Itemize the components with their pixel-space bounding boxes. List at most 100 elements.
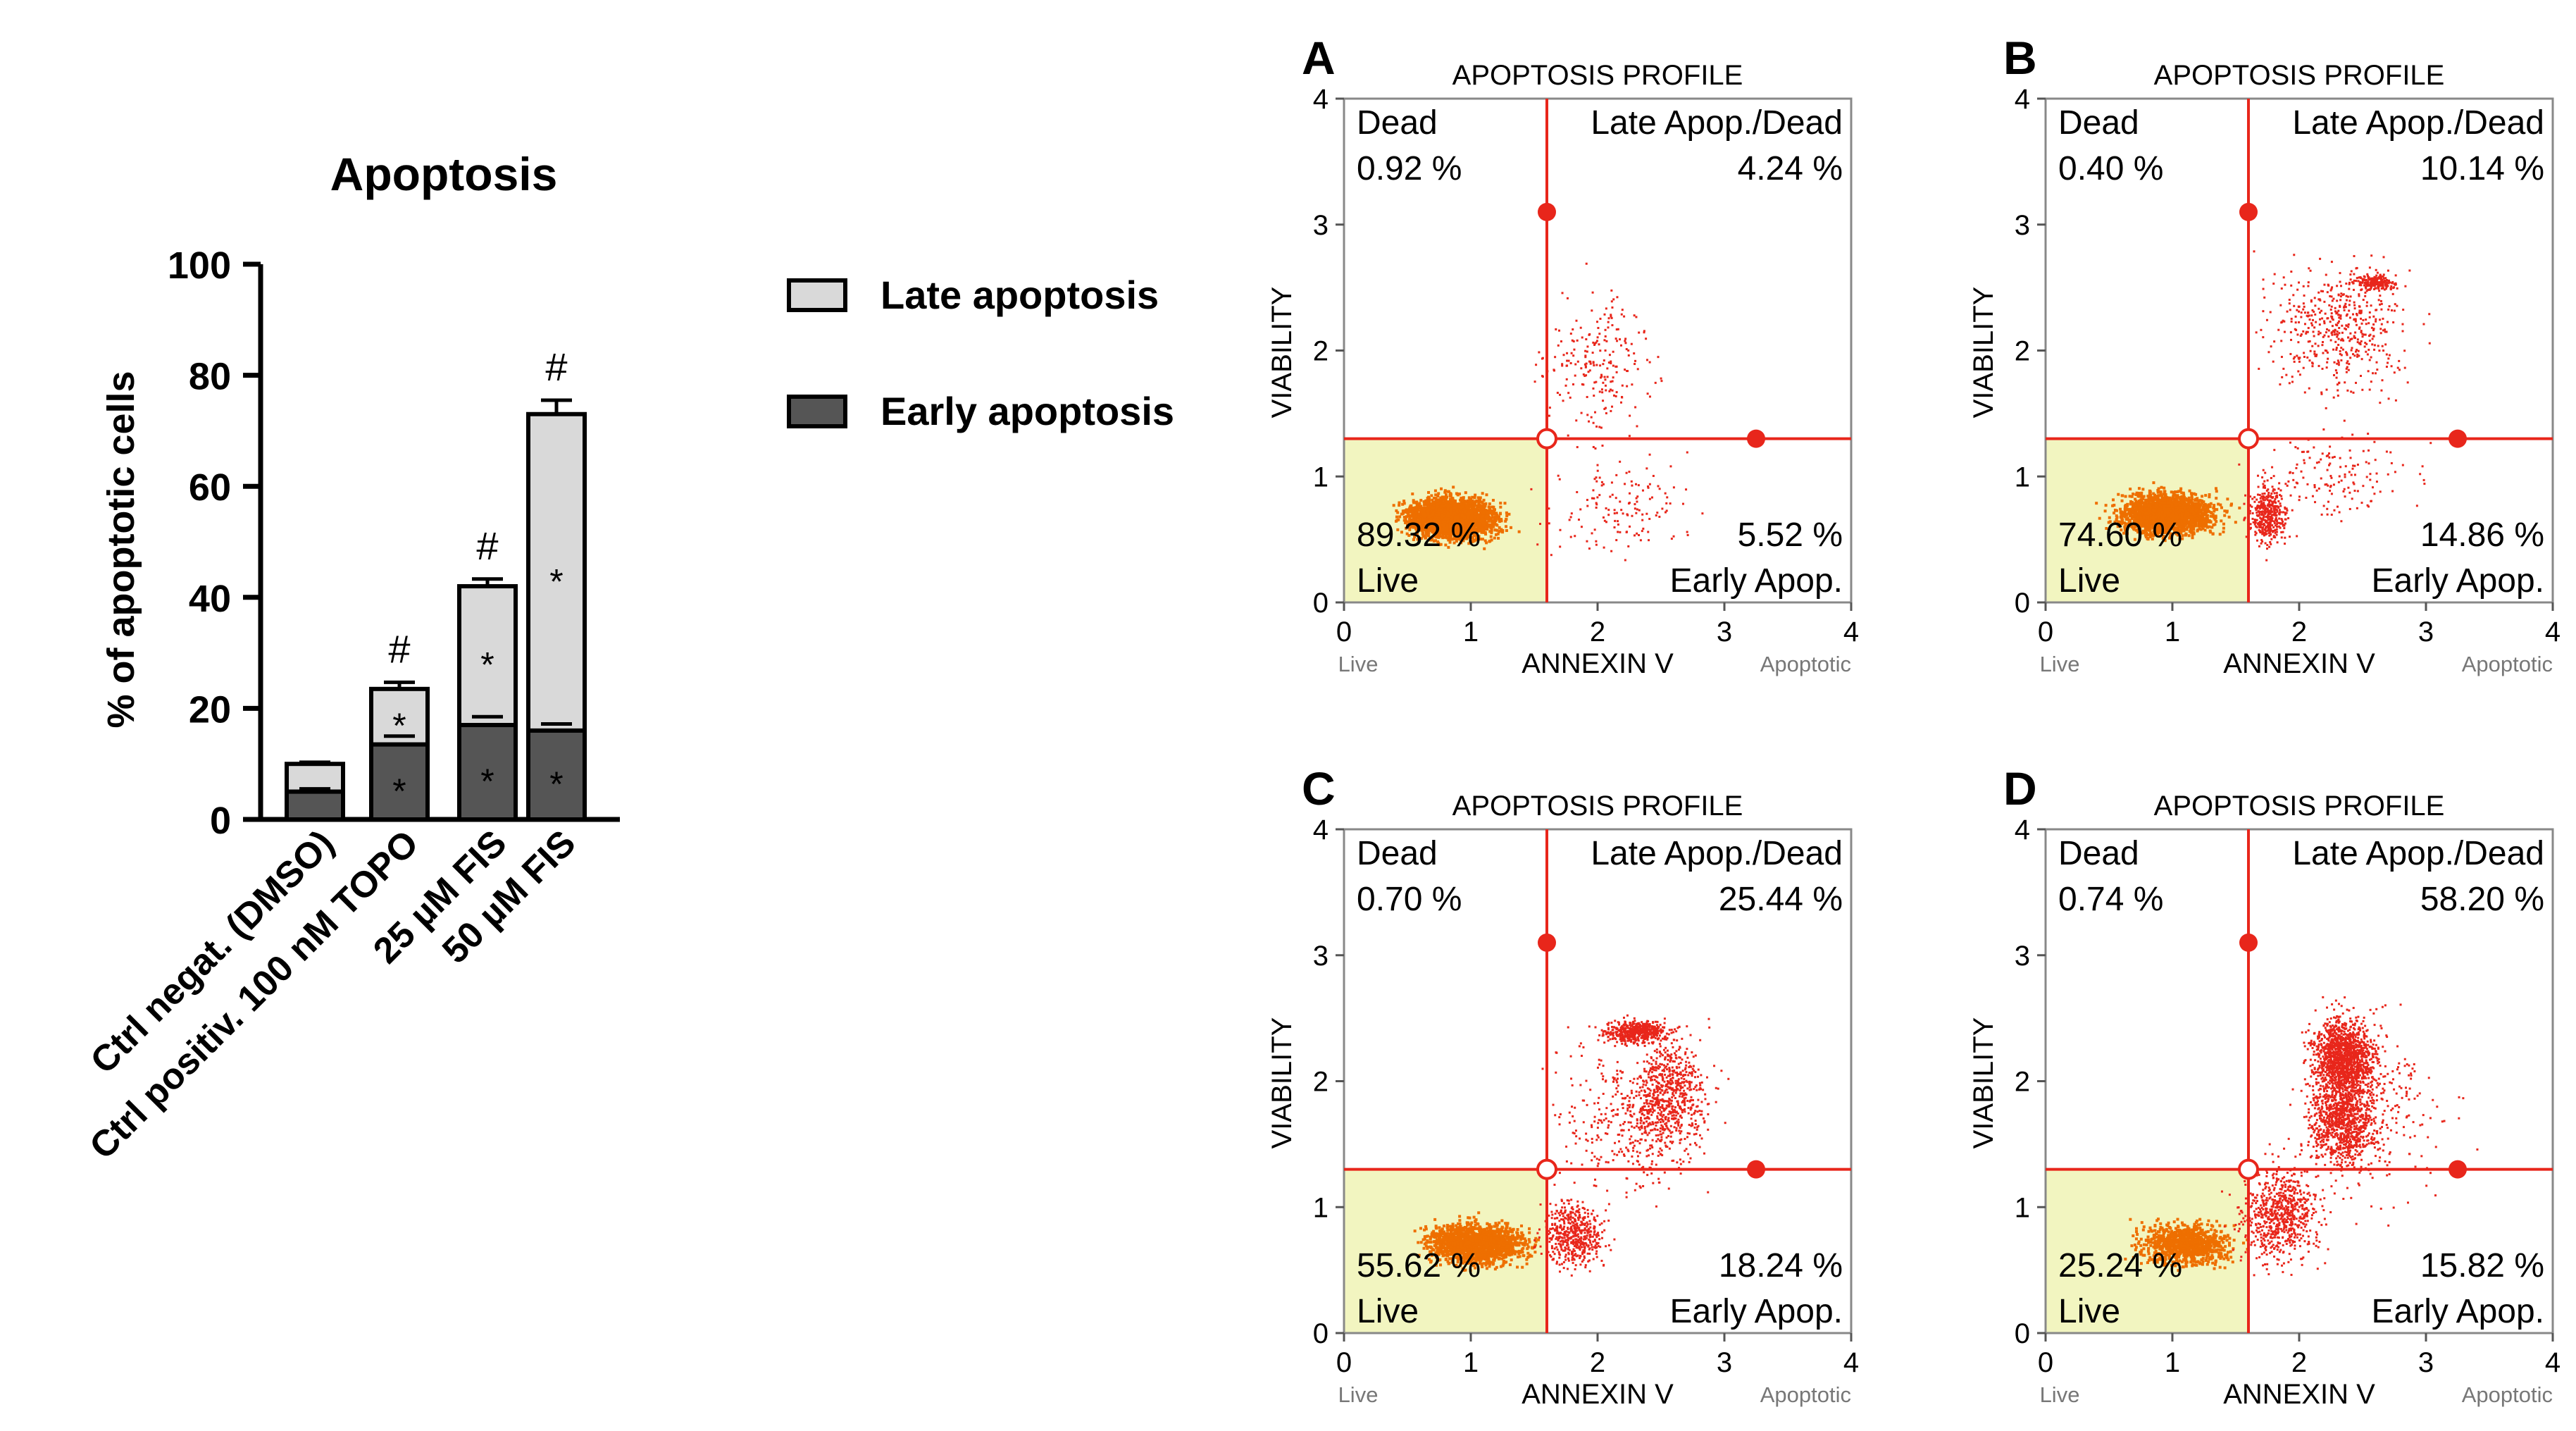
cell-event [1479, 510, 1483, 514]
cell-event [1670, 538, 1673, 540]
cell-event [1460, 496, 1463, 500]
cell-event [1585, 338, 1588, 341]
cell-event [1604, 328, 1607, 331]
cell-event [2148, 490, 2152, 493]
cell-event [1592, 341, 1595, 344]
cell-event [1686, 531, 1688, 533]
cell-event [2192, 492, 2196, 495]
cell-event [1396, 511, 1400, 514]
cell-event [1434, 497, 1438, 500]
cell-event [1602, 381, 1605, 384]
cell-event [2182, 526, 2186, 530]
cell-event [1647, 485, 1650, 488]
cell-event [1445, 503, 1448, 507]
cell-event [2217, 502, 2220, 506]
cell-event [1501, 529, 1505, 533]
cell-event [1556, 392, 1559, 395]
cell-event [2191, 536, 2194, 540]
cell-event [1593, 528, 1596, 531]
cell-event [1440, 504, 1443, 508]
cell-event [1585, 262, 1588, 265]
cell-event [1607, 509, 1610, 512]
cell-event [1626, 514, 1629, 516]
cell-event [2213, 504, 2216, 507]
cell-event [1654, 381, 1657, 384]
cell-event [1481, 492, 1484, 495]
cell-event [1590, 416, 1593, 419]
cell-event [1657, 485, 1660, 488]
cell-event [1449, 501, 1452, 504]
cell-event [1611, 380, 1614, 383]
cell-event [1686, 451, 1688, 454]
cell-event [1598, 476, 1601, 479]
cell-event [1474, 509, 1477, 512]
cell-event [2223, 514, 2227, 517]
cell-event [1481, 514, 1485, 518]
cell-event [1492, 509, 1495, 513]
cell-event [1491, 499, 1495, 502]
cell-event [1636, 368, 1639, 371]
cell-event [1648, 539, 1650, 542]
cell-event [1602, 363, 1605, 366]
apoptosis-bar-chart: Apoptosis % of apoptotic cells 020406080… [82, 148, 1174, 1167]
y-tick-label: 60 [189, 466, 231, 509]
cell-event [1593, 343, 1596, 346]
cell-event [1489, 526, 1493, 530]
cell-event [1566, 352, 1569, 354]
cell-event [1611, 389, 1614, 392]
cell-event [1481, 501, 1484, 504]
cell-event [1608, 354, 1611, 357]
cell-event [2223, 509, 2227, 513]
cell-event [1611, 306, 1614, 309]
cell-event [1448, 490, 1451, 493]
cell-event [1484, 502, 1488, 505]
cell-event [1422, 500, 1426, 504]
cell-event [1505, 529, 1508, 533]
cell-event [1641, 530, 1643, 533]
cell-event [1457, 493, 1461, 496]
cell-event [1548, 522, 1550, 525]
cell-event [1621, 309, 1624, 311]
cell-event [1592, 489, 1595, 492]
cell-event [1421, 507, 1425, 510]
cell-event [1474, 500, 1477, 503]
cell-event [1610, 362, 1612, 365]
cell-event [2171, 497, 2174, 500]
cell-event [1564, 384, 1567, 387]
cell-event [1611, 405, 1614, 408]
cell-event [1460, 501, 1463, 504]
cell-event [1398, 504, 1401, 507]
cell-event [1612, 298, 1615, 301]
cell-event [1567, 359, 1570, 362]
cell-event [1615, 391, 1618, 394]
cell-event [1615, 473, 1618, 476]
cell-event [2160, 485, 2163, 489]
cell-event [1575, 319, 1578, 322]
cell-event [1455, 509, 1459, 512]
cell-event [2184, 497, 2188, 500]
cell-event [1641, 519, 1644, 521]
cell-event [1452, 485, 1455, 489]
x-tick-label: 1 [1463, 617, 1479, 648]
quadrant-label-dead: Dead [1357, 104, 1438, 142]
cell-event [1437, 492, 1441, 495]
cell-event [1557, 344, 1560, 347]
cell-event [1605, 307, 1607, 310]
cell-event [1666, 496, 1669, 499]
cell-event [2222, 530, 2225, 533]
cell-event [1625, 471, 1628, 474]
cell-event [2172, 490, 2176, 494]
cell-event [1586, 395, 1588, 398]
cell-event [2189, 492, 2193, 495]
cell-event [1592, 445, 1595, 448]
cell-event [1619, 344, 1622, 347]
cell-event [1455, 492, 1458, 495]
cell-event [1451, 497, 1455, 500]
cell-event [1616, 296, 1619, 299]
cell-event [2184, 533, 2187, 537]
cell-event [1589, 362, 1592, 365]
cell-event [2206, 508, 2210, 512]
cell-event [1633, 534, 1636, 537]
cell-event [1645, 359, 1648, 361]
cell-event [1669, 465, 1672, 468]
